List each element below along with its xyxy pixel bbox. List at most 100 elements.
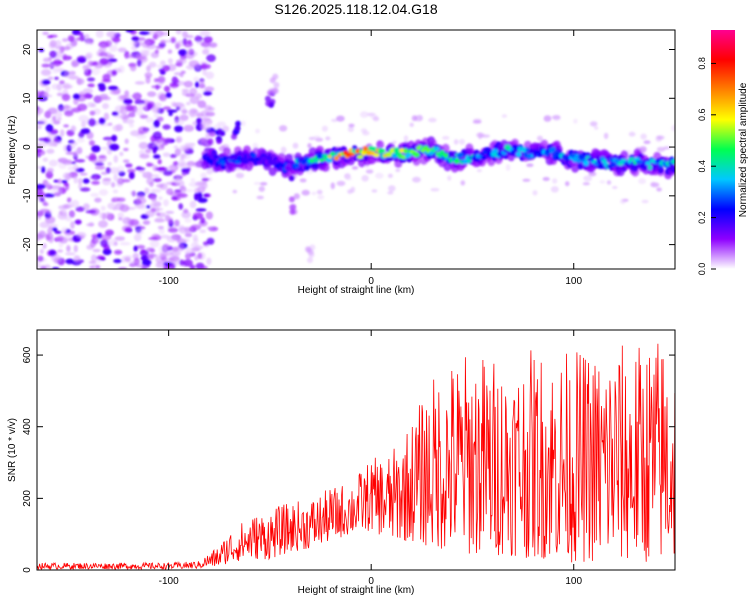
noise-blob bbox=[66, 159, 72, 163]
ridge-core bbox=[204, 155, 210, 160]
ridge-core bbox=[647, 165, 653, 170]
scatter-blob bbox=[301, 189, 310, 196]
noise-blob bbox=[181, 88, 190, 93]
scatter-blob bbox=[476, 169, 482, 173]
noise-blob bbox=[145, 75, 151, 84]
noise-blob bbox=[122, 217, 131, 225]
scatter-blob bbox=[588, 171, 597, 177]
y-tick-label: 20 bbox=[22, 44, 33, 56]
noise-blob bbox=[65, 216, 72, 222]
noise-blob bbox=[81, 120, 86, 128]
ridge-core bbox=[242, 159, 249, 165]
noise-blob bbox=[114, 249, 123, 255]
ridge-core bbox=[597, 163, 604, 169]
noise-blob bbox=[184, 232, 193, 238]
noise-blob bbox=[153, 154, 161, 159]
noise-blob bbox=[87, 102, 95, 108]
ridge-core bbox=[357, 155, 364, 159]
noise-blob bbox=[84, 39, 90, 46]
scatter-blob bbox=[542, 177, 550, 181]
noise-blob bbox=[181, 173, 186, 177]
noise-blob bbox=[59, 209, 68, 217]
noise-blob bbox=[175, 79, 180, 83]
noise-blob bbox=[79, 34, 86, 42]
scatter-blob bbox=[550, 186, 559, 193]
noise-blob bbox=[119, 107, 128, 115]
noise-blob bbox=[62, 38, 69, 42]
noise-blob bbox=[151, 174, 160, 178]
noise-blob bbox=[79, 187, 91, 192]
noise-blob bbox=[124, 138, 129, 145]
noise-blob bbox=[50, 188, 62, 196]
noise-blob bbox=[87, 83, 95, 88]
noise-blob bbox=[146, 177, 155, 186]
feature-blob bbox=[234, 125, 241, 132]
noise-blob bbox=[48, 226, 54, 230]
noise-blob bbox=[171, 101, 177, 107]
noise-blob bbox=[66, 197, 72, 203]
scatter-blob bbox=[411, 115, 418, 122]
noise-blob bbox=[124, 227, 131, 233]
noise-blob bbox=[90, 192, 99, 198]
scatter-blob bbox=[409, 122, 414, 128]
noise-blob bbox=[55, 39, 62, 48]
x-tick-label: 0 bbox=[368, 276, 374, 287]
scatter-blob bbox=[259, 182, 268, 186]
noise-blob bbox=[168, 262, 176, 269]
noise-blob bbox=[139, 153, 150, 159]
scatter-blob bbox=[412, 176, 421, 183]
scatter-blob bbox=[478, 132, 483, 140]
scatter-blob bbox=[279, 125, 288, 132]
noise-blob bbox=[41, 63, 51, 68]
noise-blob bbox=[165, 210, 175, 214]
noise-blob bbox=[108, 122, 113, 126]
noise-blob bbox=[155, 216, 164, 222]
noise-blob bbox=[140, 265, 147, 269]
noise-blob bbox=[204, 193, 212, 198]
y-tick-label: 600 bbox=[22, 346, 33, 363]
noise-blob bbox=[89, 110, 96, 116]
ridge-core bbox=[484, 147, 491, 153]
noise-blob bbox=[94, 162, 105, 166]
noise-blob bbox=[134, 203, 145, 209]
noise-blob bbox=[197, 252, 206, 260]
noise-blob bbox=[91, 145, 101, 153]
feature-blob bbox=[305, 246, 311, 253]
noise-blob bbox=[134, 81, 145, 85]
scatter-blob bbox=[336, 180, 346, 187]
noise-blob bbox=[184, 218, 192, 223]
colorbar-tick-label: 0.6 bbox=[697, 109, 707, 122]
noise-blob bbox=[166, 188, 174, 196]
scatter-blob bbox=[321, 125, 328, 132]
ridge-halo bbox=[571, 163, 580, 173]
noise-blob bbox=[48, 159, 58, 167]
noise-blob bbox=[179, 158, 185, 167]
noise-blob bbox=[112, 37, 121, 43]
noise-blob bbox=[105, 40, 112, 48]
ridge-core bbox=[247, 157, 254, 162]
noise-blob bbox=[194, 35, 203, 43]
noise-blob bbox=[142, 171, 148, 176]
noise-blob bbox=[59, 80, 65, 85]
noise-blob bbox=[71, 61, 79, 68]
noise-blob bbox=[195, 208, 207, 212]
ridge-core bbox=[515, 151, 522, 157]
colorbar-ticks: 0.0 0.2 0.4 0.6 0.8 bbox=[697, 57, 716, 275]
noise-blob bbox=[56, 92, 64, 97]
noise-blob bbox=[119, 204, 130, 213]
noise-blob bbox=[146, 247, 155, 252]
feature-blob bbox=[272, 73, 279, 80]
noise-blob bbox=[155, 167, 166, 171]
noise-blob bbox=[138, 103, 149, 110]
noise-blob bbox=[206, 226, 213, 230]
heatmap-x-ticks: -100 0 100 bbox=[159, 30, 583, 287]
scatter-blob bbox=[453, 139, 459, 145]
scatter-blob bbox=[299, 178, 307, 183]
noise-blob bbox=[49, 249, 56, 256]
scatter-blob bbox=[594, 126, 599, 130]
scatter-blob bbox=[526, 163, 534, 167]
x-tick-label: -100 bbox=[159, 276, 179, 287]
scatter-blob bbox=[336, 115, 345, 122]
scatter-blob bbox=[447, 175, 452, 181]
noise-blob bbox=[39, 248, 44, 255]
